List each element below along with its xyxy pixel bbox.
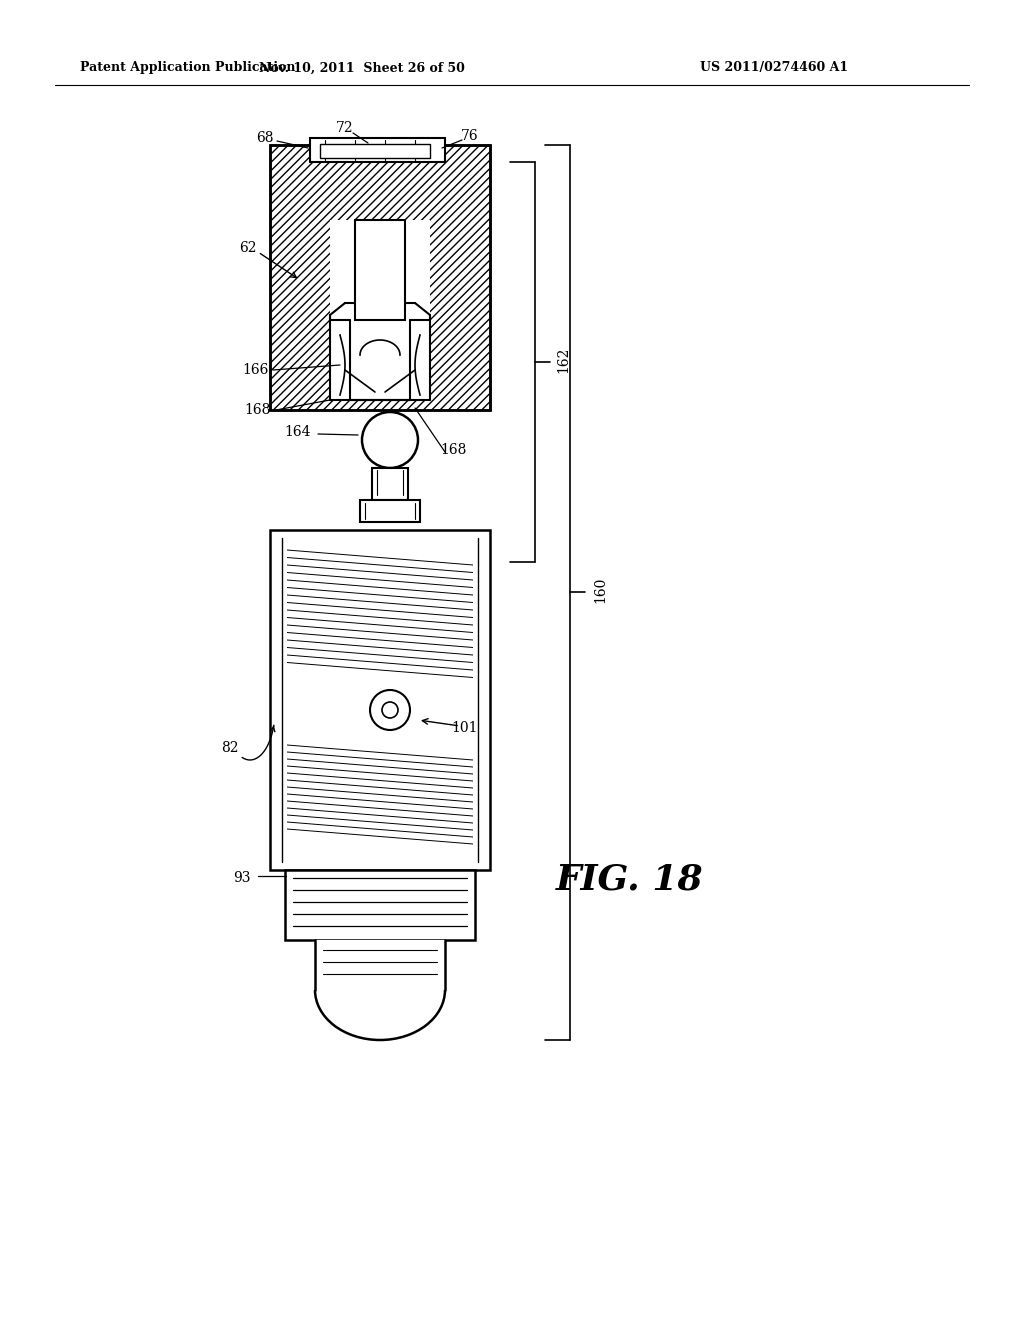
- Text: Patent Application Publication: Patent Application Publication: [80, 62, 296, 74]
- Bar: [315, 940, 445, 1040]
- Text: 72: 72: [336, 121, 354, 135]
- Text: 93: 93: [233, 871, 251, 884]
- Bar: [270, 145, 490, 411]
- Bar: [358, 223, 402, 317]
- Text: 168: 168: [245, 403, 271, 417]
- Bar: [319, 144, 430, 158]
- Text: 101: 101: [452, 721, 478, 735]
- Text: US 2011/0274460 A1: US 2011/0274460 A1: [700, 62, 848, 74]
- Bar: [310, 139, 445, 162]
- Bar: [285, 870, 475, 940]
- Text: 166: 166: [242, 363, 268, 378]
- Bar: [355, 220, 406, 319]
- Bar: [330, 220, 430, 395]
- Text: 160: 160: [593, 577, 607, 603]
- Bar: [330, 315, 430, 400]
- Text: 68: 68: [256, 131, 273, 145]
- Bar: [360, 500, 420, 521]
- Bar: [270, 531, 490, 870]
- Bar: [270, 145, 490, 411]
- Text: 82: 82: [221, 741, 239, 755]
- Text: 62: 62: [240, 242, 257, 255]
- Text: FIG. 18: FIG. 18: [556, 863, 703, 898]
- Circle shape: [362, 412, 418, 469]
- Text: 168: 168: [440, 444, 466, 457]
- Bar: [372, 469, 408, 500]
- Text: 162: 162: [556, 347, 570, 374]
- Bar: [330, 315, 430, 400]
- Bar: [356, 220, 404, 319]
- Text: 164: 164: [285, 425, 311, 440]
- Text: 76: 76: [461, 129, 479, 143]
- Circle shape: [370, 690, 410, 730]
- Text: Nov. 10, 2011  Sheet 26 of 50: Nov. 10, 2011 Sheet 26 of 50: [259, 62, 465, 74]
